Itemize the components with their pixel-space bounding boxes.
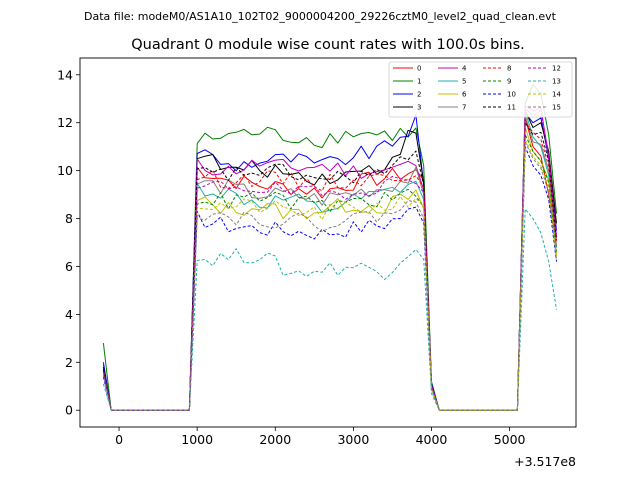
legend-label-8: 8: [507, 65, 511, 73]
y-tick-label: 14: [57, 67, 73, 82]
series-line-11: [102, 122, 557, 411]
x-tick-label: 3000: [337, 432, 369, 447]
x-tick-label: 1000: [181, 432, 213, 447]
legend-label-12: 12: [552, 65, 561, 73]
y-tick-label: 2: [65, 355, 73, 370]
legend-label-6: 6: [462, 91, 467, 99]
legend-label-13: 13: [552, 78, 561, 86]
y-tick-label: 6: [65, 259, 73, 274]
plot-frame: [79, 57, 577, 428]
legend-label-15: 15: [552, 104, 561, 112]
legend-label-3: 3: [417, 104, 421, 112]
y-tick-label: 0: [65, 403, 73, 418]
plot-background: [80, 58, 576, 427]
legend-box: [388, 61, 573, 118]
legend-label-4: 4: [462, 65, 467, 73]
y-axis: 0 2 4 6 8 10 12 14: [57, 67, 80, 418]
data-file-label: Data file: modeM0/AS1A10_102T02_90000042…: [84, 10, 557, 23]
legend-label-7: 7: [462, 104, 466, 112]
legend-label-2: 2: [417, 91, 421, 99]
legend-label-5: 5: [462, 78, 466, 86]
legend-label-14: 14: [552, 91, 561, 99]
y-tick-label: 8: [65, 211, 73, 226]
legend-label-9: 9: [507, 78, 511, 86]
y-tick-label: 10: [57, 163, 73, 178]
legend-label-0: 0: [417, 65, 421, 73]
series-layer: [102, 83, 557, 411]
series-line-15: [102, 141, 557, 411]
legend-label-1: 1: [417, 78, 421, 86]
legend-label-10: 10: [507, 91, 516, 99]
chart-title: Quadrant 0 module wise count rates with …: [131, 37, 525, 53]
x-tick-label: 2000: [259, 432, 291, 447]
x-tick-label: 5000: [494, 432, 526, 447]
y-tick-label: 12: [57, 115, 73, 130]
legend-label-11: 11: [507, 104, 516, 112]
x-offset-label: +3.517e8: [514, 454, 576, 469]
x-tick-label: 0: [115, 432, 123, 447]
x-tick-label: 4000: [416, 432, 448, 447]
y-tick-label: 4: [65, 307, 73, 322]
x-axis: 0 1000 2000 3000 4000 5000: [115, 427, 526, 447]
